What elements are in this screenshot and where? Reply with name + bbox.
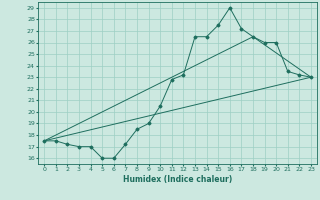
- X-axis label: Humidex (Indice chaleur): Humidex (Indice chaleur): [123, 175, 232, 184]
